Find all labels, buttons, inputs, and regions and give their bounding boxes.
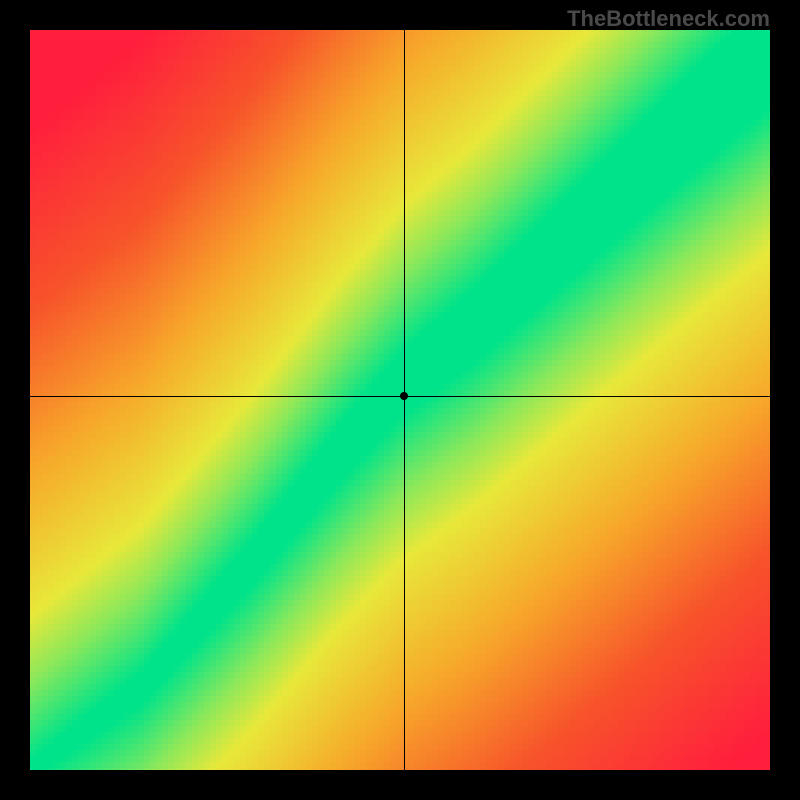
marker-dot [400,392,408,400]
watermark-text: TheBottleneck.com [567,6,770,32]
heatmap-canvas [30,30,770,770]
chart-frame [30,30,770,770]
